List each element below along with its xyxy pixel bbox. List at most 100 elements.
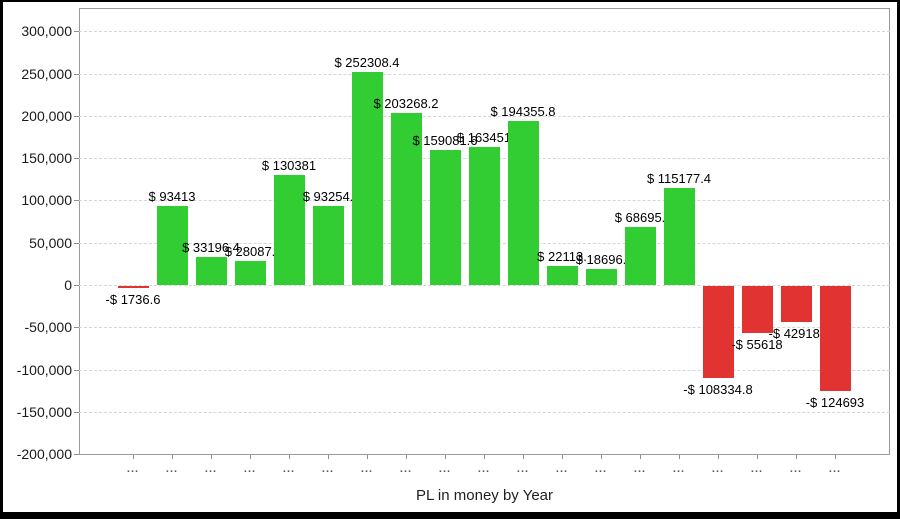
x-axis-label: ... xyxy=(438,463,452,475)
y-axis-label: -50,000 xyxy=(24,319,72,336)
x-axis-label: ... xyxy=(165,463,179,475)
bar-value-label: $ 163451 xyxy=(456,129,512,145)
bar-value-label: -$ 42918. xyxy=(768,326,824,342)
x-axis-tick xyxy=(835,455,836,459)
y-axis-tick xyxy=(74,285,79,286)
x-axis-tick xyxy=(289,455,290,459)
bar xyxy=(468,146,500,285)
window-edge-right xyxy=(897,0,900,519)
bar xyxy=(351,71,383,285)
bar xyxy=(195,256,227,285)
y-axis-label: -200,000 xyxy=(16,446,72,463)
y-axis-tick xyxy=(74,200,79,202)
x-axis-label: ... xyxy=(594,463,608,475)
bar xyxy=(546,266,578,285)
y-axis-tick xyxy=(74,369,79,371)
x-axis-label: ... xyxy=(633,463,647,475)
bar xyxy=(117,286,149,288)
bar xyxy=(624,226,656,285)
y-axis-tick xyxy=(74,454,79,456)
x-axis-tick xyxy=(718,455,719,459)
y-axis-tick xyxy=(74,411,79,413)
x-axis-tick xyxy=(211,455,212,459)
x-axis-tick xyxy=(523,455,524,459)
y-axis-label: 100,000 xyxy=(21,192,72,209)
x-axis-label: ... xyxy=(360,463,374,475)
bar xyxy=(390,113,422,285)
y-axis-label: 200,000 xyxy=(21,107,72,124)
y-axis-label: 150,000 xyxy=(21,150,72,167)
x-axis-tick xyxy=(250,455,251,459)
bar-value-label: -$ 1736.6 xyxy=(105,291,161,307)
bar-value-label: $ 22113. xyxy=(537,249,587,265)
bar xyxy=(663,187,695,285)
gridline xyxy=(79,411,890,413)
bar xyxy=(741,286,773,334)
bar xyxy=(819,286,851,392)
window-edge-left xyxy=(0,0,3,519)
bar-value-label: -$ 55618 xyxy=(731,337,783,353)
x-axis-tick xyxy=(484,455,485,459)
x-axis-tick xyxy=(445,455,446,459)
x-axis-label: ... xyxy=(126,463,140,475)
bar-value-label: $ 33196.4 xyxy=(182,239,240,255)
bar xyxy=(780,286,812,323)
bar xyxy=(429,150,461,285)
x-axis-label: ... xyxy=(711,463,725,475)
y-axis-tick xyxy=(74,115,79,117)
bar xyxy=(156,205,188,285)
x-axis-label: ... xyxy=(321,463,335,475)
y-axis-tick xyxy=(74,31,79,33)
x-axis-label: ... xyxy=(516,463,530,475)
bar-value-label: $ 130381 xyxy=(261,157,317,173)
y-axis-tick xyxy=(74,242,79,244)
y-axis-label: -150,000 xyxy=(16,403,72,420)
bar-value-label: $ 68695. xyxy=(614,209,666,225)
x-axis-tick xyxy=(406,455,407,459)
x-axis-tick xyxy=(367,455,368,459)
y-axis-label: 50,000 xyxy=(29,234,72,251)
x-axis-title: PL in money by Year xyxy=(415,487,554,504)
x-axis-tick xyxy=(796,455,797,459)
y-axis-label: 250,000 xyxy=(21,65,72,82)
x-axis-tick xyxy=(601,455,602,459)
x-axis-tick xyxy=(562,455,563,459)
x-axis-tick xyxy=(133,455,134,459)
bar-value-label: $ 18696. xyxy=(575,252,627,268)
x-axis-label: ... xyxy=(243,463,257,475)
x-axis-tick xyxy=(640,455,641,459)
bar xyxy=(234,261,266,285)
plot-area xyxy=(79,8,890,455)
y-axis-label: -100,000 xyxy=(16,361,72,378)
bar xyxy=(312,206,344,285)
window-edge-top xyxy=(0,0,900,2)
bar-value-label: $ 115177.4 xyxy=(646,170,712,186)
gridline xyxy=(79,115,890,117)
x-axis-tick xyxy=(328,455,329,459)
x-axis-label: ... xyxy=(789,463,803,475)
bar xyxy=(507,120,539,285)
bar-value-label: $ 194355.8 xyxy=(490,103,556,119)
gridline xyxy=(79,327,890,329)
y-axis-tick xyxy=(74,158,79,160)
bar xyxy=(702,286,734,378)
bar-value-label: -$ 108334.8 xyxy=(683,381,753,397)
bar-value-label: $ 159081.6 xyxy=(412,133,478,149)
bar-value-label: $ 203268.2 xyxy=(373,96,439,112)
x-axis-tick xyxy=(757,455,758,459)
x-axis-label: ... xyxy=(282,463,296,475)
x-axis-label: ... xyxy=(555,463,569,475)
y-axis-label: 300,000 xyxy=(21,23,72,40)
bar-value-label: -$ 124693 xyxy=(805,395,865,411)
x-axis-label: ... xyxy=(750,463,764,475)
y-axis-label: 0 xyxy=(64,277,72,293)
gridline xyxy=(79,285,890,286)
bar-value-label: $ 28087. xyxy=(224,244,276,260)
x-axis-label: ... xyxy=(477,463,491,475)
bar-value-label: $ 93254. xyxy=(302,189,354,205)
x-axis-label: ... xyxy=(204,463,218,475)
window-edge-bottom xyxy=(0,512,900,519)
bar-value-label: $ 252308.4 xyxy=(334,54,400,70)
bar xyxy=(273,174,305,285)
